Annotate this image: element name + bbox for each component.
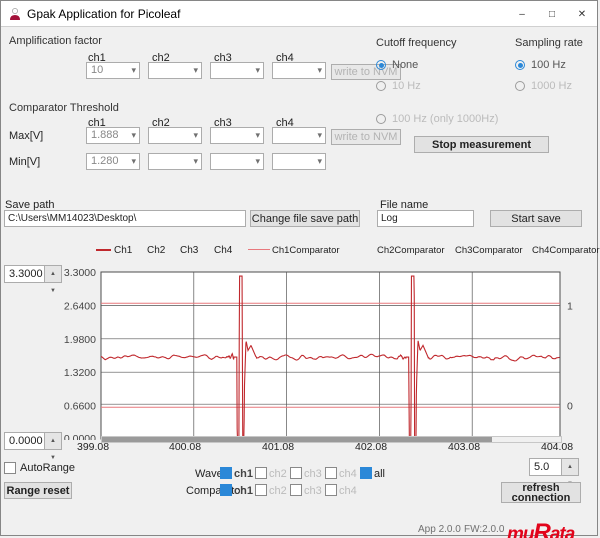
svg-text:1.9800: 1.9800 [64, 334, 96, 346]
svg-text:0: 0 [567, 401, 573, 413]
svg-text:0.0000: 0.0000 [64, 433, 96, 440]
svg-text:2.6400: 2.6400 [64, 300, 96, 312]
svg-text:1.3200: 1.3200 [64, 367, 96, 379]
svg-text:3.3000: 3.3000 [64, 267, 96, 279]
svg-text:1: 1 [567, 300, 573, 312]
svg-text:0.6600: 0.6600 [64, 401, 96, 413]
